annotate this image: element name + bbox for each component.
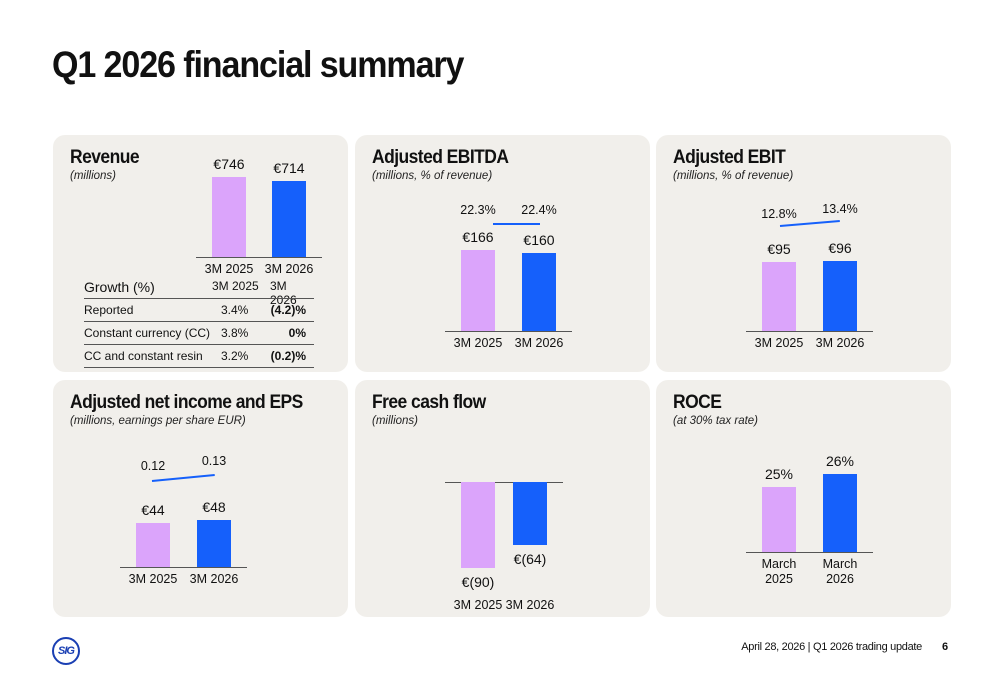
panel-subtitle: (at 30% tax rate) [673, 415, 759, 427]
footer-text: April 28, 2026 | Q1 2026 trading update [741, 641, 922, 653]
current-value: 0% [288, 326, 306, 340]
current-value: (0.2)% [270, 349, 306, 363]
bar-value-label: €44 [141, 501, 165, 518]
axis-baseline [445, 331, 572, 332]
bar-prior [461, 249, 495, 331]
growth-table: Growth (%) 3M 2025 3M 2026 Reported 3.4% (4.2… [84, 278, 314, 368]
bar-value-label: 26% [825, 453, 855, 469]
bar-prior [461, 482, 495, 568]
panel-roce: ROCE (at 30% tax rate) 25% March 2025 26% Mar… [656, 380, 951, 617]
margin-label: 22.4% [521, 203, 557, 217]
bar-value-label: €96 [828, 240, 852, 257]
panel-subtitle: (millions, % of revenue) [673, 170, 794, 182]
row-label: Constant currency (CC) [84, 326, 211, 340]
bar-value-label: €(90) [461, 574, 495, 590]
bar-current [272, 180, 306, 257]
bar-current [823, 474, 857, 552]
axis-category-label: 3M 2026 [514, 336, 564, 350]
panel-adjusted-ebitda: Adjusted EBITDA (millions, % of revenue) €… [355, 135, 650, 372]
axis-category-label: March 2025 [761, 557, 797, 586]
margin-label: 12.8% [761, 207, 797, 221]
bar-prior [136, 522, 170, 567]
bar-current [197, 520, 231, 567]
axis-category-label: 3M 2025 [128, 572, 178, 586]
bar-prior [212, 177, 246, 257]
axis-baseline [746, 331, 873, 332]
growth-table-header: Growth (%) 3M 2025 3M 2026 [84, 278, 314, 307]
panel-adjusted-net-income-and-eps: Adjusted net income and EPS (millions, ea… [53, 380, 348, 617]
axis-category-label: 3M 2025 [754, 336, 804, 350]
axis-category-label: March 2026 [822, 557, 858, 586]
panel-title: Adjusted EBIT [673, 147, 786, 168]
row-label: Reported [84, 303, 134, 317]
axis-category-label: 3M 2025 [453, 336, 503, 350]
panel-adjusted-ebit: Adjusted EBIT (millions, % of revenue) €95… [656, 135, 951, 372]
bar-value-label: €(64) [513, 550, 547, 567]
axis-baseline [120, 567, 247, 568]
margin-trend-line [493, 223, 540, 225]
margin-trend-line [779, 220, 841, 227]
axis-baseline [445, 482, 563, 483]
axis-category-label: 3M 2026 [815, 336, 865, 350]
axis-baseline [196, 257, 322, 258]
table-row: Constant currency (CC) 3.8% 0% [84, 321, 314, 344]
bar-value-label: 25% [764, 466, 794, 482]
prior-value: 3.4% [221, 303, 249, 317]
margin-label: 13.4% [822, 202, 858, 216]
row-label: CC and constant resin [84, 349, 203, 363]
panel-title: Revenue [70, 147, 140, 168]
page-title: Q1 2026 financial summary [52, 44, 464, 85]
bar-value-label: €95 [767, 241, 791, 257]
panel-title: Adjusted EBITDA [372, 147, 509, 168]
header-cell: 3M 2026 [270, 279, 297, 307]
panel-title: Free cash flow [372, 392, 486, 413]
margin-label: 0.13 [201, 454, 227, 468]
bar-value-label: €48 [202, 499, 226, 516]
bar-prior [762, 487, 796, 552]
bar-value-label: €166 [462, 228, 494, 245]
bar-current [513, 482, 547, 545]
table-row: Reported 3.4% (4.2)% [84, 298, 314, 321]
bar-value-label: €160 [523, 231, 555, 248]
table-row: CC and constant resin 3.2% (0.2)% [84, 344, 314, 368]
axis-category-label: 3M 2025 [204, 262, 254, 276]
panel-free-cash-flow: Free cash flow (millions) €(90) 3M 2025 €(64… [355, 380, 650, 617]
panel-subtitle: (millions, earnings per share EUR) [70, 415, 246, 427]
axis-category-label: 3M 2026 [189, 572, 239, 586]
sig-logo: SIG [52, 637, 80, 665]
panel-subtitle: (millions) [372, 415, 418, 427]
header-cell: 3M 2025 [212, 279, 259, 293]
panel-title: Adjusted net income and EPS [70, 392, 303, 413]
panel-revenue: Revenue (millions) €746 3M 2025 €714 3M 2026 G… [53, 135, 348, 372]
page-number: 6 [942, 641, 949, 653]
axis-category-label: 3M 2026 [264, 262, 314, 276]
axis-category-label: 3M 2025 [453, 598, 503, 612]
bar-current [823, 261, 857, 331]
margin-label: 0.12 [140, 459, 166, 473]
bar-value-label: €714 [273, 159, 305, 176]
prior-value: 3.2% [221, 349, 249, 363]
axis-category-label: 3M 2026 [505, 598, 555, 612]
header-cell: Growth (%) [84, 279, 155, 295]
margin-label: 22.3% [460, 203, 496, 217]
panel-subtitle: (millions) [70, 170, 116, 182]
bar-current [522, 252, 556, 331]
axis-baseline [746, 552, 873, 553]
prior-value: 3.8% [221, 326, 249, 340]
margin-trend-line [151, 474, 216, 482]
panel-subtitle: (millions, % of revenue) [372, 170, 493, 182]
bar-value-label: €746 [213, 156, 245, 173]
current-value: (4.2)% [270, 303, 306, 317]
bar-prior [762, 262, 796, 331]
panel-title: ROCE [673, 392, 722, 413]
